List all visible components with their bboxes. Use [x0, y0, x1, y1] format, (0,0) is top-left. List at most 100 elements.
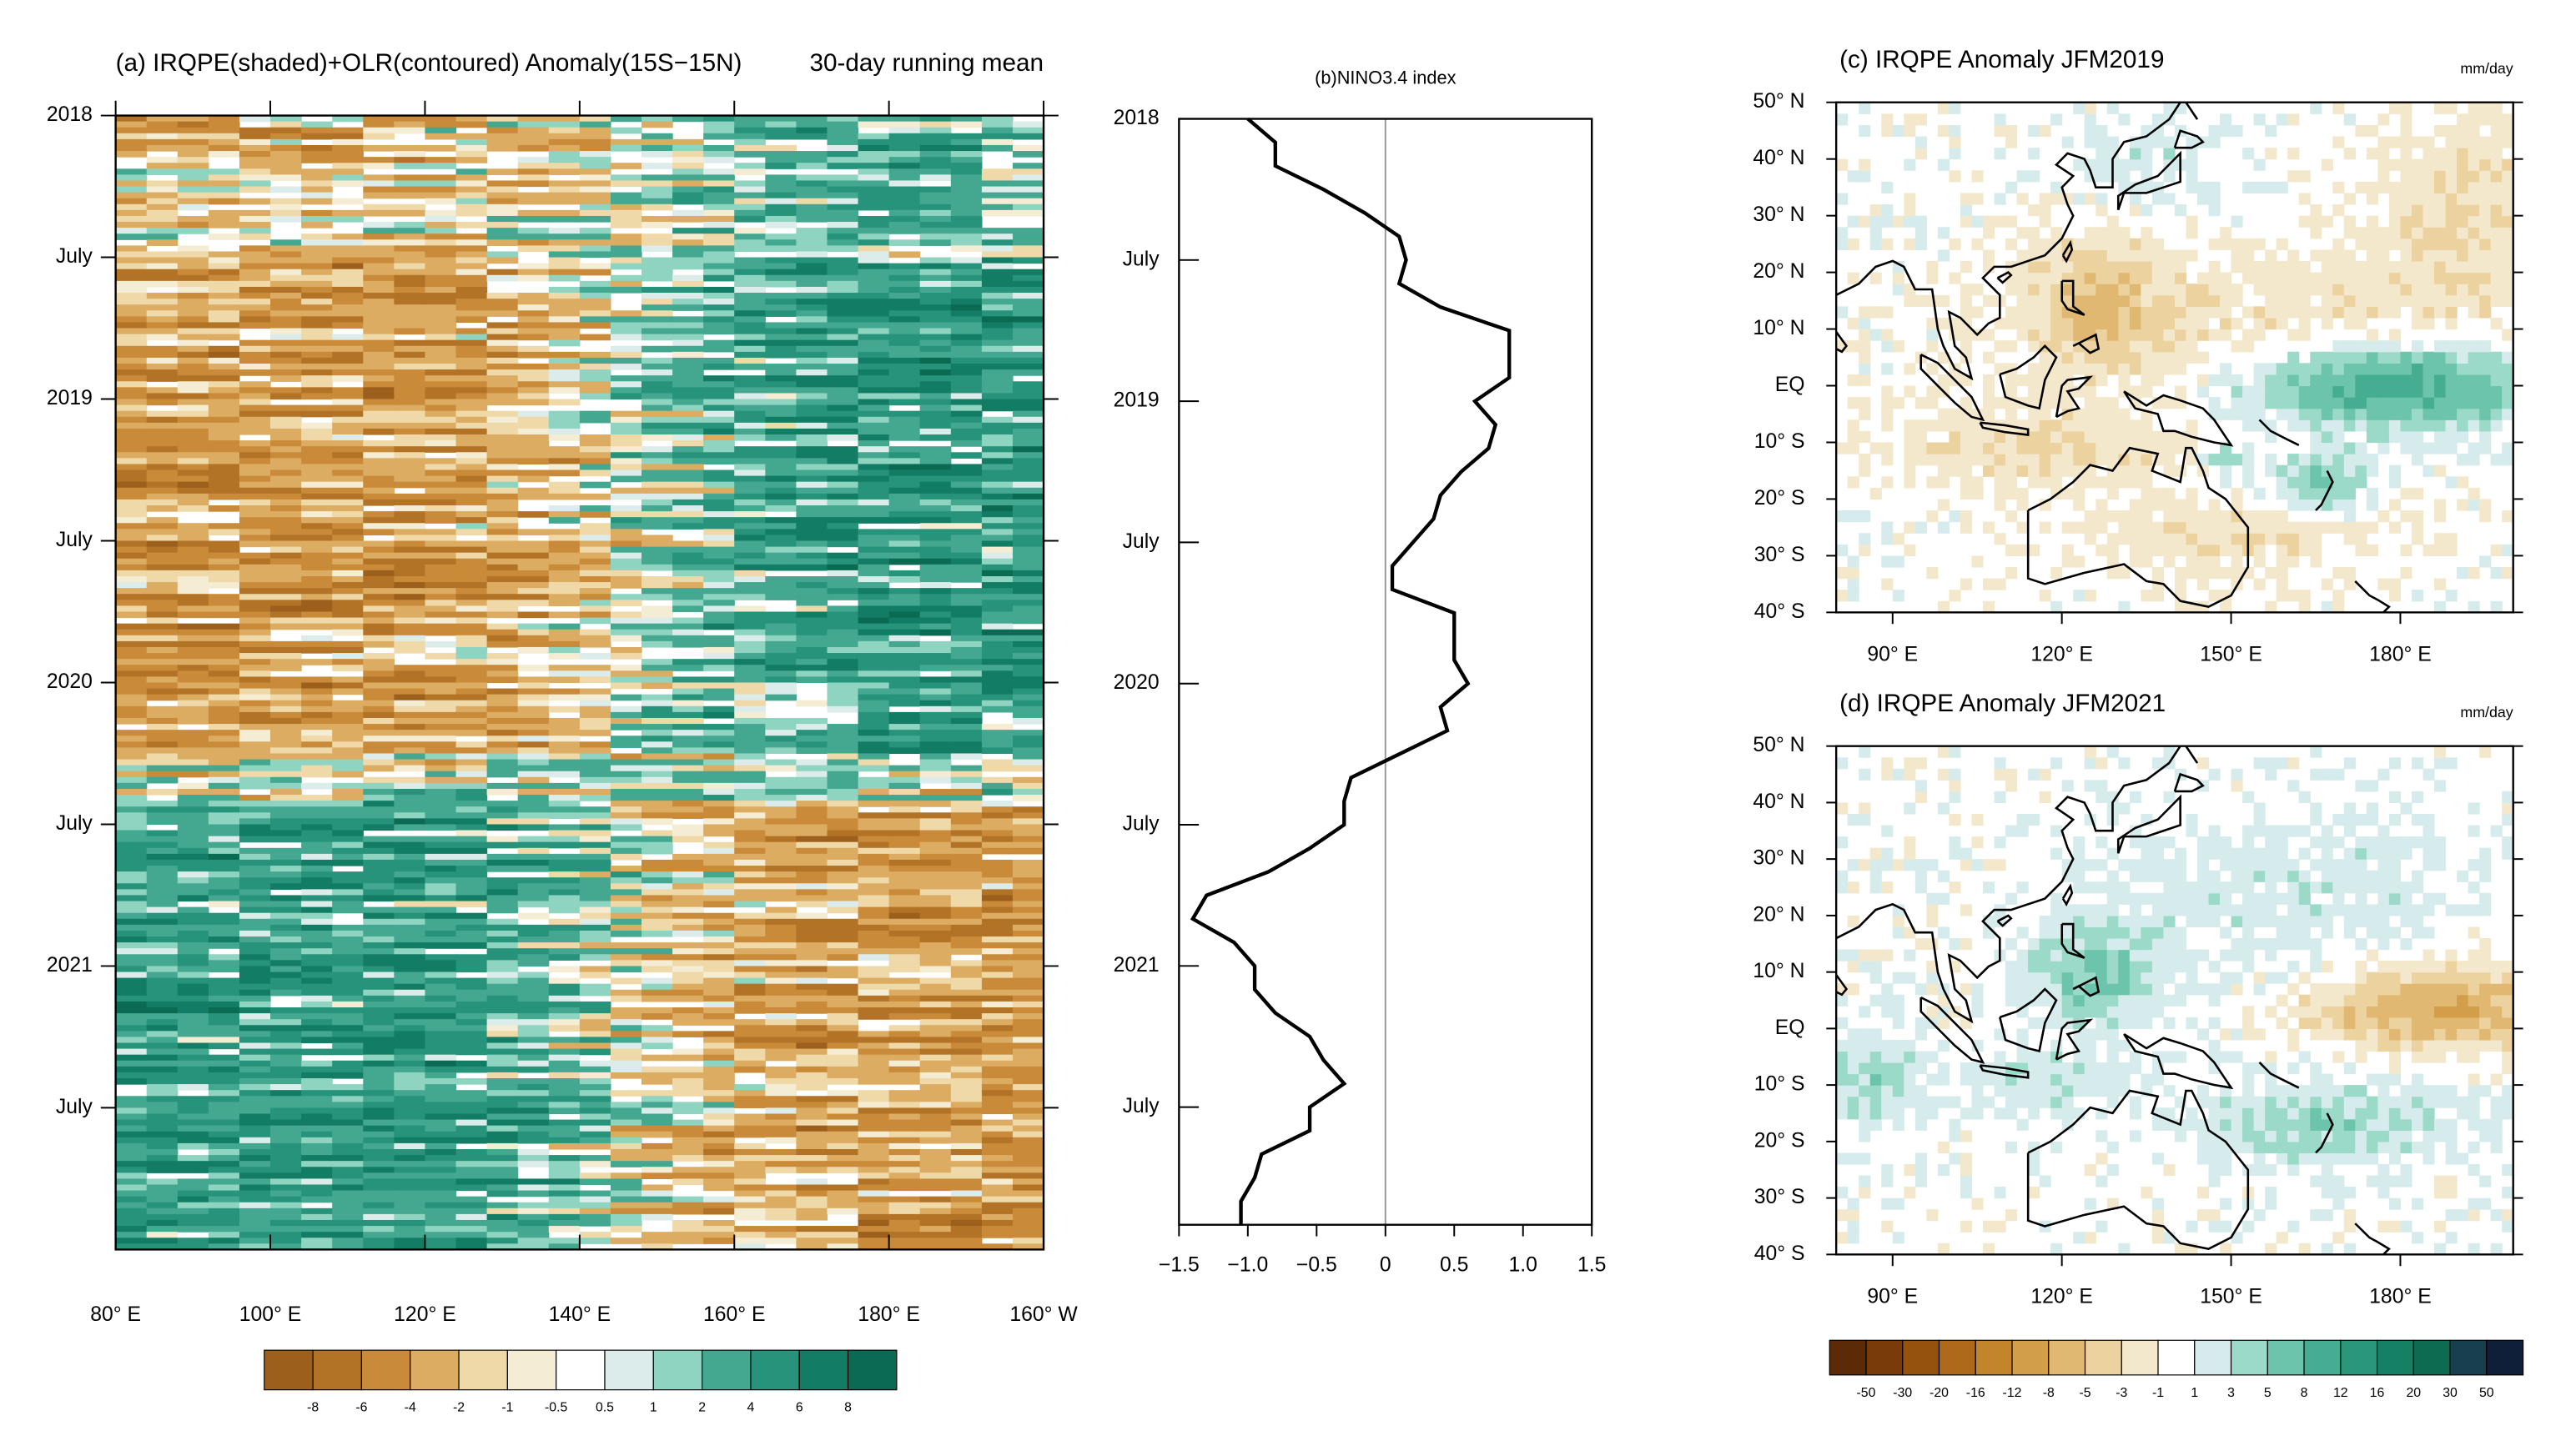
- shade-cell: [919, 1001, 952, 1008]
- shade-cell: [301, 1155, 333, 1162]
- shade-cell: [548, 1072, 581, 1079]
- shade-cell: [517, 912, 550, 920]
- shade-cell: [672, 446, 704, 453]
- shade-cell: [486, 960, 519, 967]
- shade-cell: [332, 1025, 364, 1032]
- shade-cell: [888, 948, 921, 955]
- shade-cell: [703, 299, 735, 305]
- shade-cell: [919, 1084, 952, 1091]
- shade-cell: [425, 1208, 457, 1215]
- shade-cell: [858, 575, 890, 583]
- shade-cell: [858, 682, 890, 690]
- shade-cell: [115, 1131, 148, 1138]
- shade-cell: [919, 801, 952, 807]
- shade-cell: [548, 1066, 581, 1073]
- shade-cell: [115, 736, 148, 742]
- shade-cell: [177, 629, 209, 636]
- shade-cell: [796, 393, 828, 400]
- shade-cell: [455, 245, 488, 253]
- shade-cell: [827, 186, 859, 193]
- shade-cell: [177, 293, 209, 299]
- shade-cell: [332, 1007, 364, 1014]
- shade-cell: [332, 847, 364, 855]
- shade-cell: [332, 983, 364, 991]
- shade-cell: [765, 812, 797, 819]
- shade-cell: [270, 274, 302, 282]
- shade-cell: [332, 853, 364, 861]
- shade-cell: [455, 345, 488, 353]
- shade-cell: [610, 759, 642, 766]
- shade-cell: [394, 209, 426, 217]
- shade-cell: [796, 209, 828, 217]
- shade-cell: [950, 511, 983, 518]
- shade-cell: [239, 600, 271, 606]
- shade-cell: [425, 1184, 457, 1192]
- shade-cell: [332, 1226, 364, 1233]
- shade-cell: [301, 924, 333, 931]
- shade-cell: [517, 575, 550, 583]
- shade-cell: [425, 801, 457, 807]
- shade-cell: [858, 422, 890, 429]
- shade-cell: [115, 446, 148, 453]
- shade-cell: [950, 322, 983, 329]
- shade-cell: [363, 694, 395, 701]
- shade-cell: [703, 381, 735, 388]
- shade-cell: [765, 1042, 797, 1050]
- shade-cell: [919, 233, 952, 240]
- shade-cell: [548, 1054, 581, 1062]
- shade-cell: [610, 1208, 642, 1215]
- shade-cell: [827, 1090, 859, 1097]
- shade-cell: [796, 286, 828, 294]
- shade-cell: [363, 1119, 395, 1127]
- shade-cell: [765, 328, 797, 335]
- shade-cell: [796, 605, 828, 613]
- shade-cell: [486, 1084, 519, 1091]
- shade-cell: [950, 1208, 983, 1215]
- shade-cell: [301, 458, 333, 465]
- shade-cell: [332, 511, 364, 518]
- shade-cell: [208, 328, 240, 335]
- shade-cell: [796, 416, 828, 424]
- shade-cell: [950, 1078, 983, 1085]
- shade-cell: [827, 469, 859, 477]
- shade-cell: [208, 1184, 240, 1192]
- shade-cell: [394, 1113, 426, 1121]
- shade-cell: [548, 304, 581, 311]
- shade-cell: [888, 812, 921, 819]
- shade-cell: [270, 1243, 302, 1250]
- shade-cell: [641, 753, 673, 761]
- shade-cell: [115, 1113, 148, 1121]
- shade-cell: [734, 753, 766, 761]
- shade-cell: [239, 263, 271, 270]
- shade-cell: [425, 759, 457, 766]
- shade-cell: [919, 564, 952, 571]
- shade-cell: [455, 174, 488, 182]
- shade-cell: [641, 1208, 673, 1215]
- shade-cell: [455, 623, 488, 630]
- shade-cell: [548, 511, 581, 518]
- shade-cell: [641, 121, 673, 128]
- shade-cell: [548, 481, 581, 489]
- shade-cell: [486, 540, 519, 548]
- shade-cell: [950, 168, 983, 175]
- shade-cell: [115, 138, 148, 146]
- shade-cell: [610, 1178, 642, 1186]
- shade-cell: [239, 1155, 271, 1162]
- shade-cell: [455, 511, 488, 518]
- shade-cell: [270, 334, 302, 341]
- shade-cell: [765, 1213, 797, 1221]
- shade-cell: [394, 393, 426, 400]
- shade-cell: [548, 1213, 581, 1221]
- shade-cell: [734, 977, 766, 985]
- shade-cell: [486, 901, 519, 908]
- shade-cell: [672, 1084, 704, 1091]
- shade-cell: [610, 1238, 642, 1244]
- shade-cell: [703, 753, 735, 761]
- shade-cell: [734, 535, 766, 542]
- shade-cell: [425, 1078, 457, 1085]
- shade-cell: [579, 239, 611, 246]
- shade-cell: [919, 1060, 952, 1067]
- shade-cell: [332, 1190, 364, 1197]
- shade-cell: [301, 351, 333, 359]
- shade-cell: [919, 960, 952, 967]
